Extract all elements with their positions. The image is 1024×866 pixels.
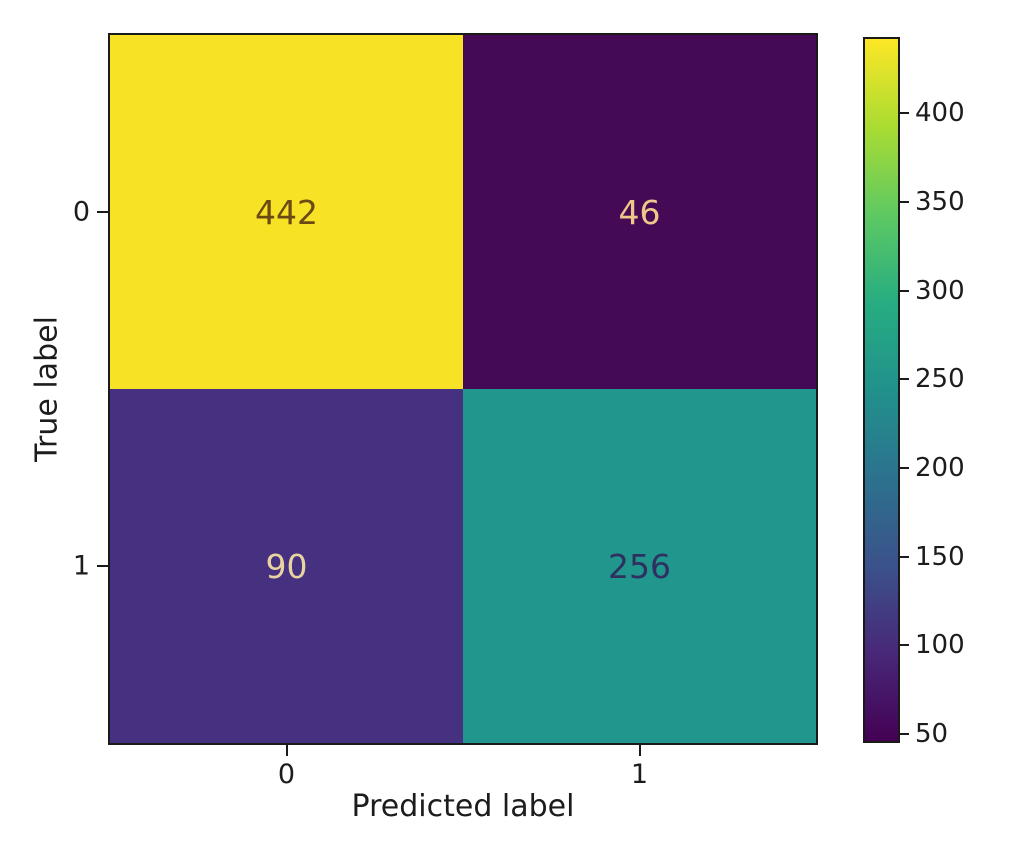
- y-tick-mark: [97, 565, 108, 567]
- x-tick-label: 1: [630, 759, 649, 790]
- y-axis-label: True label: [29, 316, 65, 462]
- colorbar-tick-mark: [900, 201, 909, 204]
- heatmap-grid: 442 46 90 256: [110, 35, 816, 743]
- colorbar-tick-mark: [900, 732, 909, 735]
- colorbar-tick-mark: [900, 555, 909, 558]
- colorbar-tick-mark: [900, 112, 909, 115]
- x-tick-mark: [638, 745, 641, 756]
- colorbar-tick-mark: [900, 378, 909, 381]
- colorbar-tick-label: 100: [915, 630, 965, 661]
- x-axis-label: Predicted label: [351, 789, 575, 824]
- matrix-cell: 90: [110, 389, 463, 743]
- matrix-cell: 46: [463, 35, 816, 389]
- y-tick-mark: [97, 211, 108, 213]
- y-tick-label: 1: [72, 550, 90, 582]
- colorbar-tick-label: 150: [915, 541, 965, 572]
- colorbar-tick-label: 350: [915, 187, 965, 218]
- x-tick-mark: [285, 745, 288, 756]
- colorbar-tick-label: 300: [915, 275, 965, 306]
- y-tick-label: 0: [72, 196, 90, 228]
- colorbar-tick-label: 50: [915, 718, 949, 749]
- colorbar-tick-mark: [900, 467, 909, 469]
- heatmap-plot-area: 442 46 90 256 0 1 0 1 True label Predict…: [30, 33, 818, 824]
- colorbar: 400 350 300 250 200 150 100 50: [863, 37, 965, 749]
- matrix-cell: 256: [463, 389, 816, 743]
- x-tick-label: 0: [277, 759, 296, 790]
- colorbar-tick-mark: [900, 644, 909, 647]
- colorbar-tick-label: 400: [915, 98, 965, 129]
- colorbar-tick-mark: [900, 289, 909, 292]
- matrix-cell: 442: [110, 35, 463, 389]
- colorbar-tick-label: 200: [915, 453, 965, 483]
- colorbar-tick-label: 250: [915, 364, 965, 395]
